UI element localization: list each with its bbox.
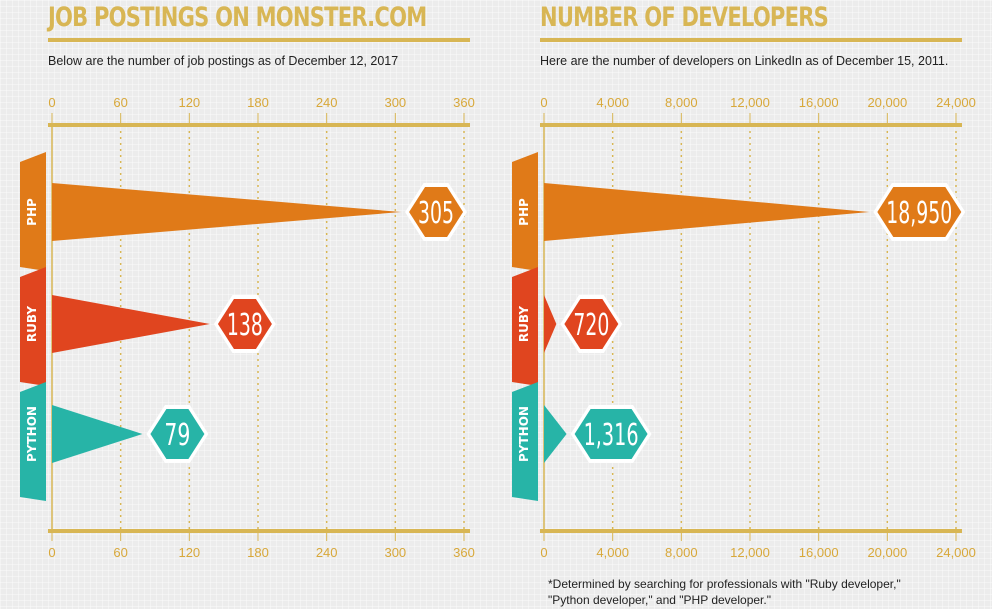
bottom-axis-rule [48,529,470,533]
top-tick-label: 20,000 [867,95,907,110]
category-label: PYTHON [517,406,531,462]
top-tick-label: 4,000 [596,95,629,110]
category-python: PYTHON 79 [20,382,209,501]
category-tab [20,267,46,386]
bottom-tick-label: 60 [113,545,127,560]
value-label: 1,316 [584,418,639,453]
top-tick-label: 240 [316,95,338,110]
bar [544,295,557,353]
chart-title: NUMBER OF DEVELOPERS [540,2,829,33]
bottom-tick-label: 0 [540,545,547,560]
value-hex [574,409,648,459]
category-label: RUBY [517,306,531,342]
category-label: PYTHON [25,406,39,462]
bottom-tick-label: 24,000 [936,545,976,560]
title-rule [540,38,962,42]
bottom-tick-label: 360 [453,545,475,560]
value-label: 18,950 [886,196,952,231]
chart-title: JOB POSTINGS ON MONSTER.COM [48,2,427,33]
top-tick-label: 300 [384,95,406,110]
bar [544,183,870,241]
category-tab [20,382,46,501]
category-php: PHP 305 [20,152,468,271]
bar [52,295,210,353]
job-postings-panel: JOB POSTINGS ON MONSTER.COM Below are th… [0,0,475,609]
top-axis-rule [540,123,962,127]
top-tick-label: 60 [113,95,127,110]
top-axis-rule [48,123,470,127]
category-php: PHP 18,950 [512,152,966,271]
bottom-tick-label: 8,000 [665,545,698,560]
bottom-tick-label: 300 [384,545,406,560]
category-tab [512,152,538,271]
top-tick-label: 180 [247,95,269,110]
top-tick-label: 0 [540,95,547,110]
top-tick-label: 8,000 [665,95,698,110]
bottom-tick-label: 12,000 [730,545,770,560]
category-ruby: RUBY 720 [512,267,623,386]
bottom-tick-label: 240 [316,545,338,560]
top-tick-label: 120 [178,95,200,110]
value-hex [877,187,962,237]
developers-chart: 0 0 4,000 4,000 8,000 8,000 12,000 12,000 16,000… [512,95,976,560]
bottom-tick-label: 16,000 [799,545,839,560]
bottom-tick-label: 0 [48,545,55,560]
value-label: 720 [573,308,609,343]
category-label: PHP [25,198,39,226]
value-hex [217,299,272,349]
chart-subtitle: Below are the number of job postings as … [48,54,399,68]
value-label: 138 [227,308,263,343]
value-hex [150,409,205,459]
category-label: RUBY [25,306,39,342]
title-rule [48,38,470,42]
value-label: 79 [164,418,190,453]
chart-subtitle: Here are the number of developers on Lin… [540,54,949,68]
bottom-axis-rule [540,529,962,533]
value-hex [409,187,464,237]
bottom-tick-label: 4,000 [596,545,629,560]
value-label: 305 [418,196,454,231]
bar [52,183,402,241]
category-tab [512,267,538,386]
category-tab [512,382,538,501]
bar [52,405,143,463]
top-tick-label: 0 [48,95,55,110]
bottom-tick-label: 20,000 [867,545,907,560]
top-tick-label: 24,000 [936,95,976,110]
top-tick-label: 16,000 [799,95,839,110]
category-ruby: RUBY 138 [20,267,276,386]
developers-panel: NUMBER OF DEVELOPERS Here are the number… [492,0,976,609]
bottom-tick-label: 180 [247,545,269,560]
category-tab [20,152,46,271]
footnote-line-1: *Determined by searching for professiona… [548,577,901,591]
value-hex [564,299,619,349]
category-label: PHP [517,198,531,226]
top-tick-label: 360 [453,95,475,110]
footnote-line-2: "Python developer," and "PHP developer." [548,593,771,607]
footnote: *Determined by searching for professiona… [548,576,901,608]
top-tick-label: 12,000 [730,95,770,110]
category-python: PYTHON 1,316 [512,382,652,501]
bar [544,405,567,463]
bottom-tick-label: 120 [178,545,200,560]
job-postings-chart: 0 0 60 60 120 120 180 180 240 240 300 300 360 360 PHP 3… [20,95,475,560]
